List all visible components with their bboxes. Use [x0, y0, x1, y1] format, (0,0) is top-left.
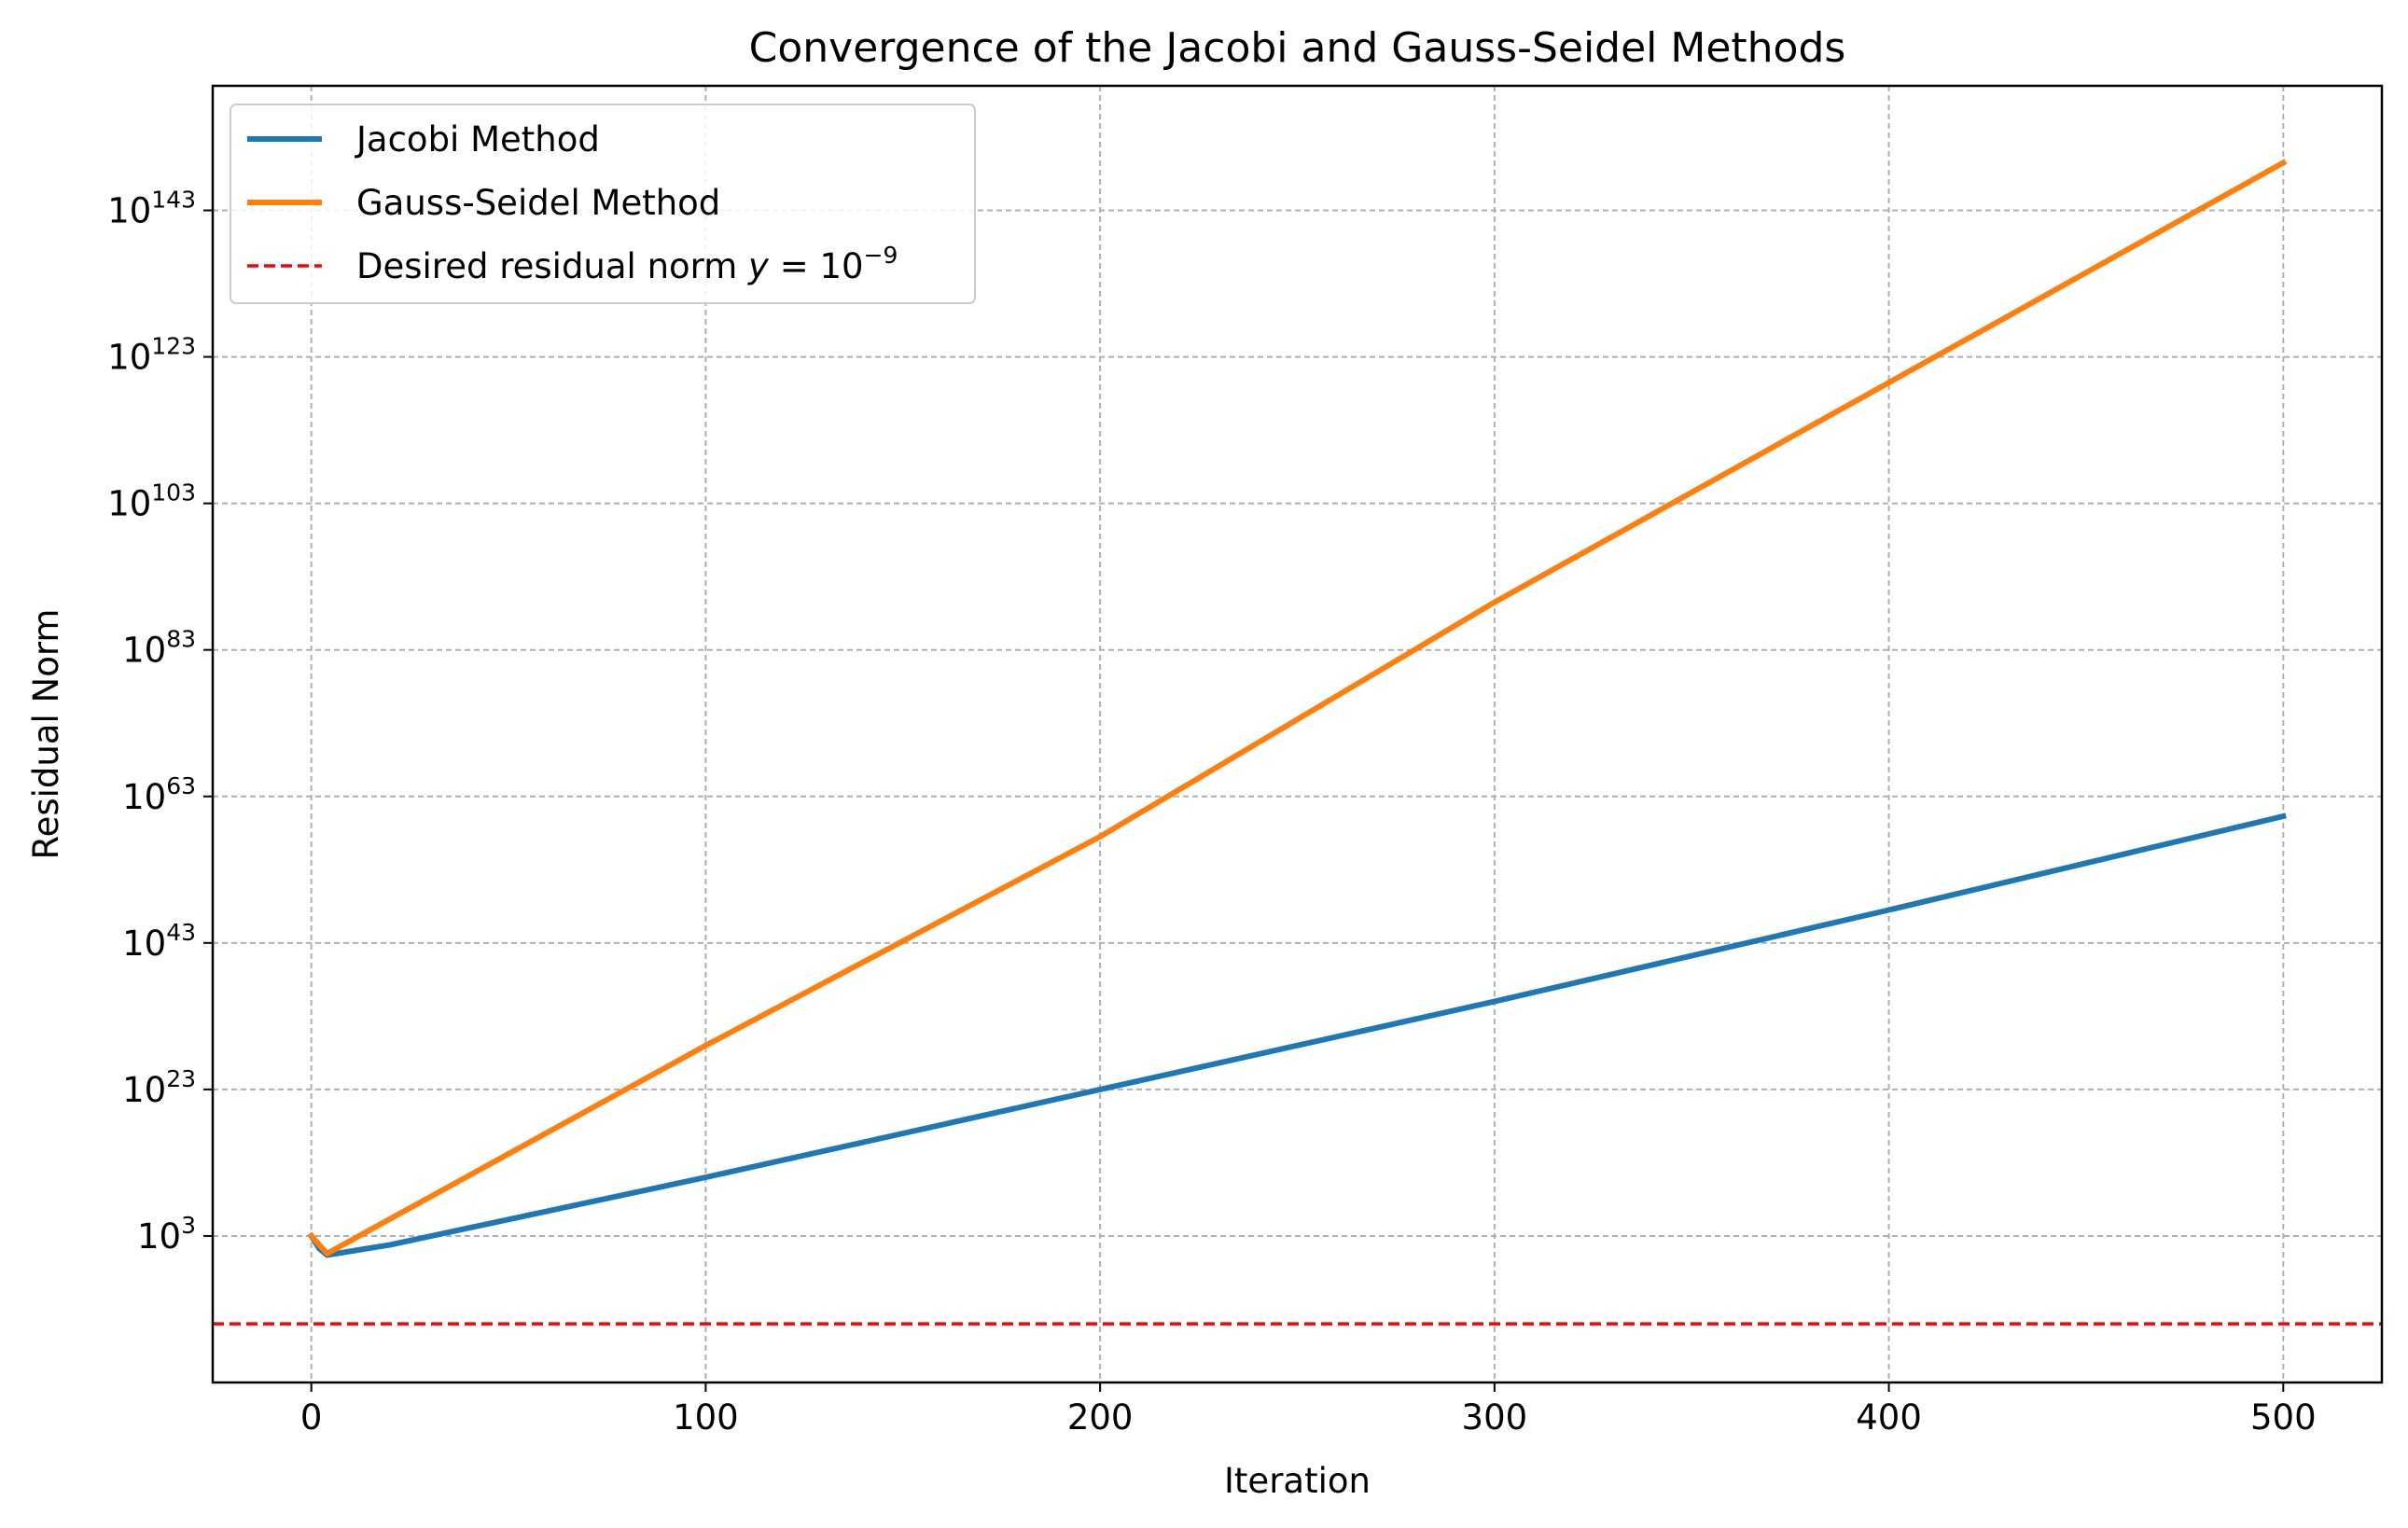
chart-title: Convergence of the Jacobi and Gauss-Seid… — [749, 24, 1846, 72]
legend-label: Desired residual norm y = 10−9 — [356, 242, 898, 286]
x-tick-label: 300 — [1462, 1397, 1528, 1438]
grid — [213, 86, 2382, 1382]
y-tick-label: 10123 — [107, 333, 196, 378]
y-tick-label: 1043 — [122, 919, 196, 964]
legend-label: Gauss-Seidel Method — [356, 183, 720, 223]
x-tick-label: 100 — [673, 1397, 739, 1438]
legend-item-gauss-seidel: Gauss-Seidel Method — [247, 183, 720, 223]
y-tick-label: 1083 — [122, 626, 196, 671]
legend-item-reference: Desired residual norm y = 10−9 — [247, 242, 898, 286]
series-line-jacobi — [307, 813, 2287, 1258]
y-tick-label: 10143 — [107, 187, 196, 231]
x-axis-label: Iteration — [1224, 1461, 1371, 1501]
plot-frame — [211, 84, 2384, 1384]
x-tick-label: 400 — [1856, 1397, 1922, 1438]
series-line-gauss-seidel — [307, 159, 2288, 1257]
x-tick-label: 0 — [300, 1397, 323, 1438]
axes: 0 100 200 300 400 500 103 1023 1043 1063 1083 10103… — [107, 84, 2384, 1438]
y-axis-label: Residual Norm — [26, 609, 66, 860]
y-tick-label: 1023 — [122, 1065, 196, 1110]
legend-label: Jacobi Method — [355, 119, 600, 160]
y-tick-label: 1063 — [122, 772, 196, 817]
x-tick-label: 500 — [2250, 1397, 2317, 1438]
legend: Jacobi Method Gauss-Seidel Method Desired … — [230, 104, 976, 304]
x-tick-label: 200 — [1067, 1397, 1134, 1438]
y-tick-label: 103 — [137, 1212, 196, 1257]
legend-item-jacobi: Jacobi Method — [247, 119, 600, 160]
series-layer — [213, 159, 2382, 1326]
y-tick-label: 10103 — [107, 479, 196, 524]
legend-box — [230, 104, 976, 304]
